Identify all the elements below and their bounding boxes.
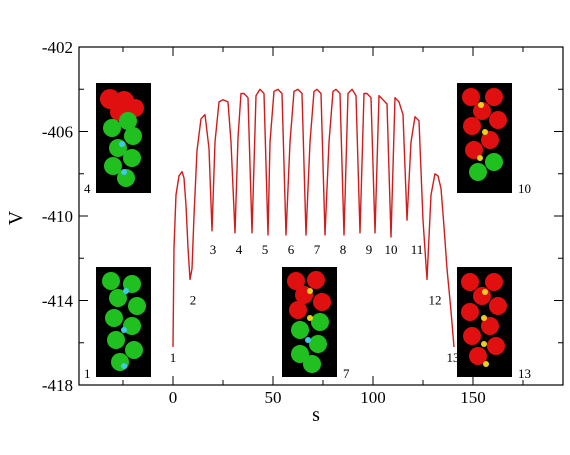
minimum-label: 7 — [314, 242, 321, 257]
minimum-label: 8 — [340, 242, 347, 257]
axis-tick-labels: 0 50 100 150 -418 -414 -410 -406 -402 — [42, 38, 486, 407]
inset-label-7: 7 — [343, 366, 350, 381]
series-line-energy — [172, 88, 455, 348]
y-tick-label: -418 — [42, 376, 73, 395]
y-axis-label: V — [5, 210, 27, 225]
minimum-label: 5 — [262, 242, 269, 257]
inset-structure-13 — [457, 267, 512, 377]
minimum-label: 4 — [236, 242, 243, 257]
minimum-label: 6 — [288, 242, 295, 257]
y-tick-label: -410 — [42, 207, 73, 226]
minimum-label: 2 — [190, 293, 197, 308]
inset-structure-4 — [96, 83, 151, 193]
x-axis-label: s — [312, 404, 320, 426]
minimum-label: 1 — [170, 350, 177, 365]
inset-label-13: 13 — [518, 366, 531, 381]
inset-label-4: 4 — [84, 181, 91, 196]
y-tick-label: -402 — [42, 38, 73, 57]
inset-label-10: 10 — [518, 181, 531, 196]
x-tick-label: 100 — [360, 388, 386, 407]
x-tick-label: 150 — [460, 388, 486, 407]
inset-structure-7 — [282, 267, 337, 377]
inset-structure-10 — [457, 83, 512, 193]
inset-label-1: 1 — [84, 366, 91, 381]
minimum-label: 3 — [210, 242, 217, 257]
y-tick-label: -406 — [42, 123, 73, 142]
inset-structure-1 — [96, 267, 151, 377]
minimum-label: 9 — [366, 242, 373, 257]
minimum-label: 11 — [411, 242, 424, 257]
minimum-label: 10 — [385, 242, 398, 257]
x-tick-label: 0 — [169, 388, 178, 407]
axis-ticks — [79, 46, 563, 386]
minimum-label: 13 — [447, 350, 460, 365]
minimum-label: 12 — [429, 293, 442, 308]
y-tick-label: -414 — [42, 292, 74, 311]
x-tick-label: 50 — [265, 388, 282, 407]
